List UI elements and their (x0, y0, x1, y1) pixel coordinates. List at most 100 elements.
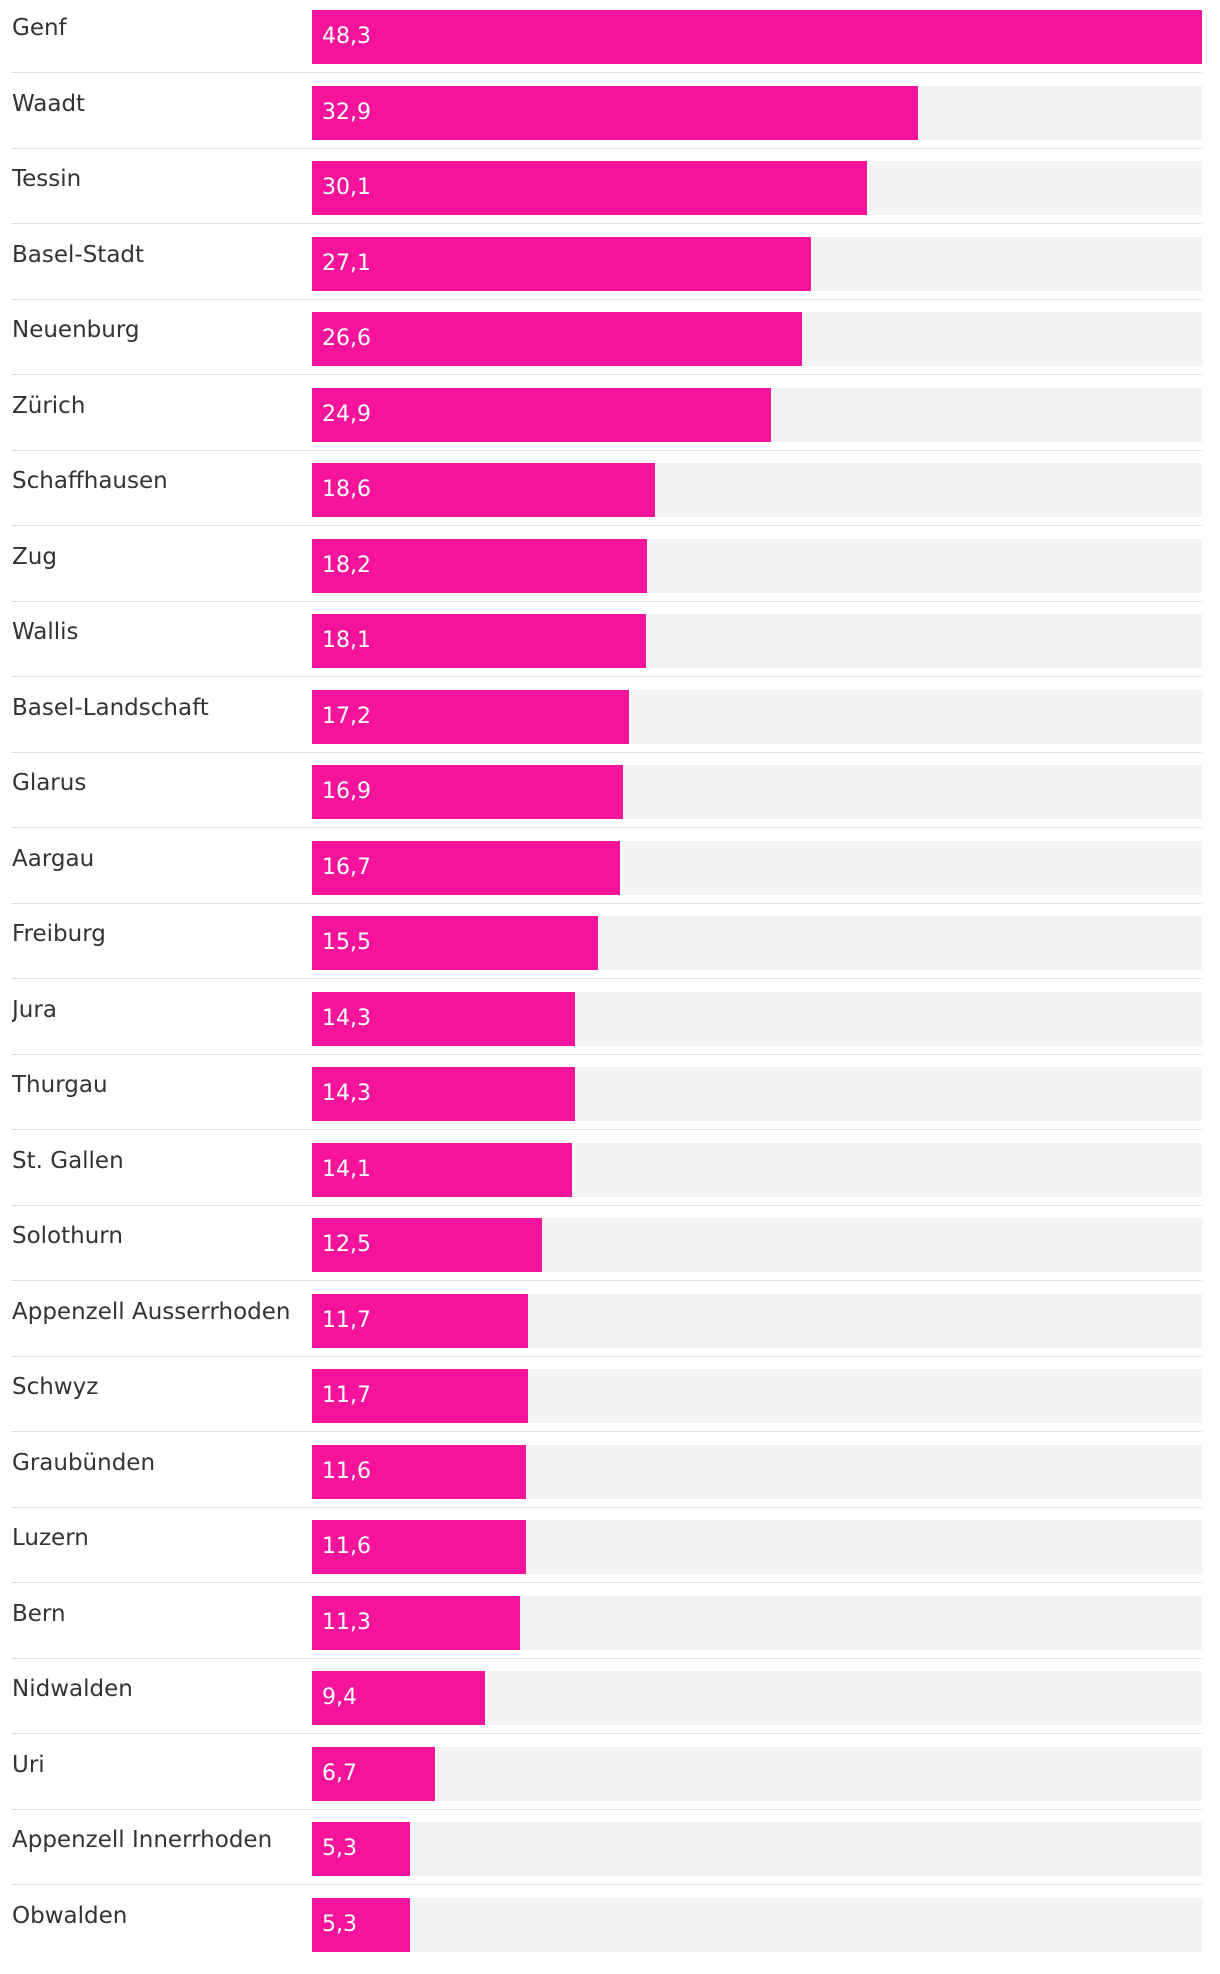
bar (312, 840, 620, 895)
category-label: Tessin (12, 166, 82, 192)
bar-row: Appenzell Innerrhoden 5,3 (12, 1812, 1202, 1888)
value-label: 17,2 (322, 703, 371, 729)
category-label: Glarus (12, 770, 87, 796)
bar-row: Uri 6,7 (12, 1737, 1202, 1813)
value-label: 11,6 (322, 1458, 371, 1484)
value-label: 18,2 (322, 552, 371, 578)
category-label: Bern (12, 1600, 66, 1627)
value-label: 5,3 (322, 1836, 357, 1861)
bar (312, 1746, 435, 1801)
value-label: 14,3 (322, 1081, 371, 1106)
bar-row: Zürich 24,9 (12, 378, 1202, 454)
bar (312, 1822, 410, 1876)
row-divider (12, 147, 1202, 149)
bar (312, 161, 867, 215)
bar-track: 11,7 (312, 1369, 1202, 1423)
bar-track: 30,1 (312, 161, 1202, 215)
bar (312, 1293, 528, 1348)
bar-track: 17,2 (312, 689, 1202, 744)
bar (312, 1520, 526, 1574)
category-label: Schwyz (12, 1374, 99, 1400)
bar-track: 27,1 (312, 236, 1202, 291)
bar-row: Solothurn 12,5 (12, 1208, 1202, 1284)
value-label: 11,7 (322, 1307, 371, 1333)
row-divider (12, 525, 1202, 526)
value-label: 32,9 (322, 99, 371, 125)
row-divider (12, 449, 1202, 451)
bar-row: Genf 48,3 (12, 0, 1202, 76)
bar (312, 614, 646, 668)
bar-row: Wallis 18,1 (12, 604, 1202, 680)
bar-row: St. Gallen 14,1 (12, 1133, 1202, 1209)
bar-row: Thurgau 14,3 (12, 1057, 1202, 1133)
category-label: Zug (12, 543, 57, 570)
category-label: Waadt (12, 90, 86, 117)
category-label: St. Gallen (12, 1147, 124, 1174)
bar-track: 11,7 (312, 1293, 1202, 1348)
bar (312, 689, 629, 744)
bar-row: Schwyz 11,7 (12, 1359, 1202, 1435)
row-divider (12, 1808, 1202, 1810)
bar-row: Jura 14,3 (12, 982, 1202, 1058)
category-label: Nidwalden (12, 1676, 133, 1702)
value-label: 14,1 (322, 1156, 371, 1182)
category-label: Aargau (12, 845, 95, 872)
bar (312, 1218, 542, 1272)
bar-row: Zug 18,2 (12, 529, 1202, 605)
row-divider (12, 1733, 1202, 1734)
value-label: 14,3 (322, 1005, 371, 1031)
bar-row: Appenzell Ausserrhoden 11,7 (12, 1284, 1202, 1360)
value-label: 16,7 (322, 854, 371, 880)
bar-row: Graubünden 11,6 (12, 1435, 1202, 1511)
bar-row: Tessin 30,1 (12, 151, 1202, 227)
row-divider (12, 72, 1202, 73)
value-label: 27,1 (322, 250, 371, 276)
bar (312, 1142, 572, 1197)
bar (312, 1671, 485, 1725)
bar-track: 6,7 (312, 1746, 1202, 1801)
category-label: Schaffhausen (12, 468, 168, 494)
row-divider (12, 1204, 1202, 1206)
bar-track: 11,3 (312, 1595, 1202, 1650)
bar-track: 18,2 (312, 538, 1202, 593)
bar-row: Aargau 16,7 (12, 831, 1202, 907)
bar-track: 5,3 (312, 1897, 1202, 1952)
row-divider (12, 600, 1202, 602)
bar-track: 14,3 (312, 1067, 1202, 1121)
value-label: 26,6 (322, 326, 371, 351)
bar-track: 32,9 (312, 85, 1202, 140)
bar-track: 12,5 (312, 1218, 1202, 1272)
value-label: 5,3 (322, 1911, 357, 1937)
category-label: Genf (12, 15, 67, 41)
value-label: 11,7 (322, 1383, 371, 1408)
row-divider (12, 374, 1202, 375)
bar-row: Obwalden 5,3 (12, 1888, 1202, 1964)
category-label: Graubünden (12, 1449, 156, 1476)
value-label: 30,1 (322, 175, 371, 200)
bar-track: 16,9 (312, 765, 1202, 819)
row-divider (12, 1129, 1202, 1130)
row-divider (12, 676, 1202, 677)
bar (312, 1444, 526, 1499)
row-divider (12, 1582, 1202, 1583)
value-label: 9,4 (322, 1685, 357, 1710)
bar-row: Basel-Stadt 27,1 (12, 227, 1202, 303)
category-label: Obwalden (12, 1902, 128, 1929)
category-label: Uri (12, 1751, 45, 1778)
value-label: 11,3 (322, 1609, 371, 1635)
bar-track: 26,6 (312, 312, 1202, 366)
value-label: 6,7 (322, 1760, 357, 1786)
value-label: 48,3 (322, 24, 371, 49)
bar (312, 765, 623, 819)
value-label: 16,9 (322, 779, 371, 804)
category-label: Basel-Landschaft (12, 694, 209, 721)
bar (312, 85, 918, 140)
row-divider (12, 1431, 1202, 1432)
bar (312, 916, 598, 970)
row-divider (12, 1355, 1202, 1357)
bar-track: 14,1 (312, 1142, 1202, 1197)
row-divider (12, 1280, 1202, 1281)
bar (312, 312, 802, 366)
bar-track: 5,3 (312, 1822, 1202, 1876)
